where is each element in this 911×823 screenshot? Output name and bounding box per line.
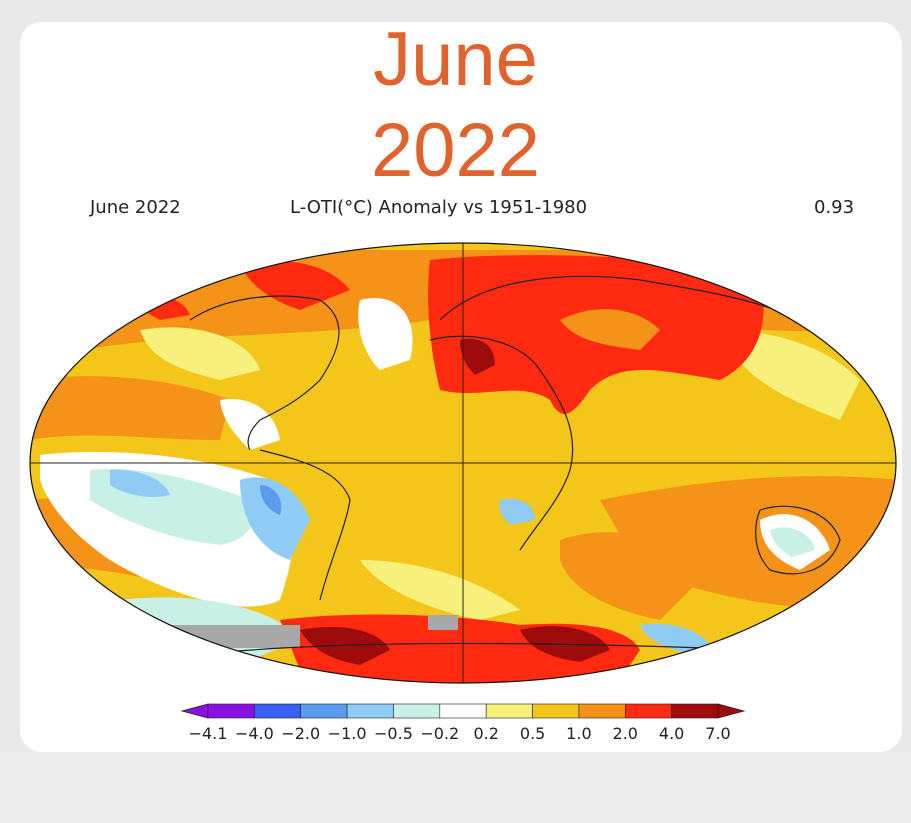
- colorbar-tick-label: −0.5: [374, 724, 413, 743]
- map-header-global-mean: 0.93: [814, 197, 855, 218]
- headline-month: June: [373, 17, 538, 102]
- bottom-bar: [0, 752, 911, 823]
- colorbar-segment: [207, 703, 255, 719]
- colorbar-segment: [393, 703, 441, 719]
- field-australia-cool: [770, 527, 815, 557]
- colorbar-tick-label: 7.0: [705, 724, 730, 743]
- colorbar-segment: [485, 703, 533, 719]
- field-pacific-blue: [110, 469, 170, 497]
- colorbar-tick-label: −4.0: [235, 724, 274, 743]
- colorbar-arrow-right: [717, 703, 746, 719]
- map-header-title: L-OTI(°C) Anomaly vs 1951-1980: [290, 197, 588, 218]
- field-south-indian-orange: [560, 532, 700, 620]
- colorbar-tick-label: −4.1: [189, 724, 228, 743]
- field-africa-blue: [499, 498, 535, 525]
- coast-south-america: [259, 449, 351, 601]
- colorbar-tick-label: 0.5: [520, 724, 545, 743]
- field-southern-blue: [640, 623, 710, 652]
- headline-year: 2022: [370, 108, 541, 193]
- colorbar-arrow-left: [180, 703, 209, 719]
- field-canada-red: [240, 261, 350, 310]
- map-field: [30, 243, 896, 683]
- field-north-pacific-orange: [30, 376, 230, 440]
- globe-outline: [29, 242, 897, 684]
- colorbar-segment: [254, 703, 302, 719]
- field-yellow-2: [720, 330, 860, 420]
- colorbar-tick-label: 4.0: [659, 724, 684, 743]
- coast-africa: [429, 335, 574, 551]
- colorbar-tick-label: 0.2: [473, 724, 498, 743]
- colorbar-tick-label: −0.2: [420, 724, 459, 743]
- colorbar-segment: [300, 703, 348, 719]
- colorbar-segment: [532, 703, 580, 719]
- colorbar-tick-label: 1.0: [566, 724, 591, 743]
- colorbar-segment: [624, 703, 672, 719]
- coast-australia: [755, 505, 841, 575]
- field-no-data-2: [428, 615, 458, 630]
- field-sa-blue: [260, 485, 282, 515]
- field-gulf-neutral: [220, 399, 280, 450]
- field-yellow-1: [140, 327, 260, 380]
- field-yellow-3: [360, 560, 520, 620]
- colorbar: −4.1 −4.0 −2.0 −1.0 −0.5 −0.2 0.2 0.5 1.0 2.0 4.0 7…: [180, 703, 746, 743]
- field-sa-west-blue: [240, 477, 310, 560]
- field-asia-orange-inset: [560, 309, 660, 350]
- coast-eurasia: [439, 275, 801, 321]
- colorbar-segment: [346, 703, 394, 719]
- colorbar-tick-label: −2.0: [281, 724, 320, 743]
- field-north-atlantic-neutral: [358, 298, 413, 370]
- colorbar-segment: [671, 703, 719, 719]
- map-header-date: June 2022: [90, 197, 181, 218]
- field-antarctic-dark-1: [300, 626, 390, 665]
- colorbar-segment: [578, 703, 626, 719]
- coast-north-america: [189, 295, 340, 451]
- colorbar-tick-label: 2.0: [613, 724, 638, 743]
- colorbar-segment: [439, 703, 487, 719]
- colorbar-tick-label: −1.0: [328, 724, 367, 743]
- field-north-africa-dark: [460, 338, 495, 375]
- field-no-data-1: [150, 625, 300, 670]
